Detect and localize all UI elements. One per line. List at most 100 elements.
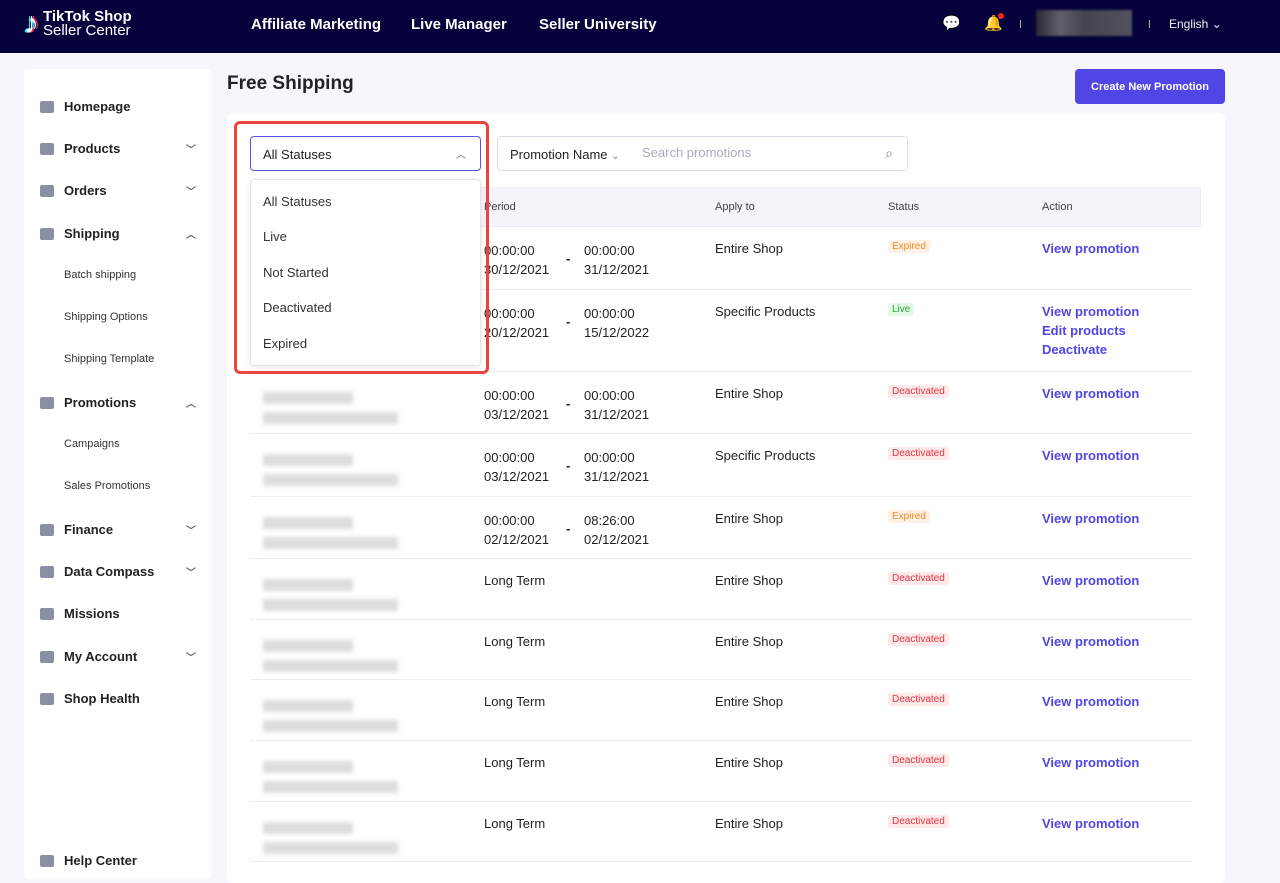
logo-line1: TikTok Shop: [43, 8, 132, 25]
period: Long Term: [484, 816, 546, 831]
search-icon[interactable]: ⌕: [885, 145, 893, 161]
table-row: 00:00:00 03/12/2021-00:00:00 31/12/2021 Spe…: [250, 434, 1192, 497]
view-promotion-link[interactable]: View promotion: [1042, 386, 1140, 401]
deactivate-link[interactable]: Deactivate: [1042, 342, 1108, 357]
end-date: 02/12/2021: [584, 532, 650, 547]
bell-icon[interactable]: 🔔: [984, 15, 1003, 32]
trophy-icon: [40, 692, 54, 705]
chat-icon[interactable]: 💬: [942, 15, 961, 32]
sidebar-item-label: Shipping: [64, 226, 120, 241]
edit-products-link[interactable]: Edit products: [1042, 323, 1126, 338]
sidebar-subitem-batch-shipping[interactable]: Batch shipping: [64, 269, 137, 281]
sidebar-item-label: Data Compass: [64, 564, 155, 579]
view-promotion-link[interactable]: View promotion: [1042, 694, 1140, 709]
end-date: 15/12/2022: [584, 325, 650, 340]
sidebar-item-orders[interactable]: Orders ﹀: [40, 183, 196, 198]
start-time: 00:00:00: [484, 306, 535, 321]
sidebar-item-help-center[interactable]: Help Center: [40, 853, 196, 868]
sidebar-item-promotions[interactable]: Promotions ︿: [40, 395, 196, 410]
sidebar-item-missions[interactable]: Missions: [40, 606, 196, 621]
account-name-blurred[interactable]: [1036, 10, 1132, 36]
status-badge: Expired: [888, 240, 930, 253]
period-end: 00:00:00 31/12/2021: [584, 241, 649, 279]
status-filter-select[interactable]: All Statuses ︿: [250, 136, 481, 171]
end-date: 31/12/2021: [584, 262, 650, 277]
sidebar-subitem-sales-promotions[interactable]: Sales Promotions: [64, 480, 151, 492]
sidebar-item-shipping[interactable]: Shipping ︿: [40, 226, 196, 241]
sidebar-item-finance[interactable]: Finance ﹀: [40, 522, 196, 537]
apply-to: Entire Shop: [715, 816, 783, 831]
period-start: 00:00:00 30/12/2021: [484, 241, 549, 279]
page-title: Free Shipping: [227, 73, 354, 94]
status-badge: Live: [888, 303, 915, 316]
chevron-up-icon: ︿: [456, 150, 466, 161]
blurred-promotion-id: [263, 537, 398, 549]
header-apply-to: Apply to: [715, 201, 755, 213]
chevron-down-icon: ﹀: [186, 145, 196, 156]
status-option-all[interactable]: All Statuses: [263, 194, 332, 209]
period-dash: -: [566, 521, 571, 536]
apply-to: Entire Shop: [715, 755, 783, 770]
sidebar-item-homepage[interactable]: Homepage: [40, 99, 196, 114]
card-icon: [40, 523, 54, 536]
sidebar-item-my-account[interactable]: My Account ﹀: [40, 649, 196, 664]
blurred-promotion-name: [263, 640, 353, 652]
actions: View promotion: [1042, 241, 1139, 260]
status-option-live[interactable]: Live: [263, 229, 287, 244]
view-promotion-link[interactable]: View promotion: [1042, 573, 1140, 588]
divider: [1149, 20, 1150, 28]
status-option-not-started[interactable]: Not Started: [263, 265, 329, 280]
blurred-promotion-id: [263, 412, 398, 424]
table-row: 00:00:00 02/12/2021-08:26:00 02/12/2021 Ent…: [250, 497, 1192, 559]
home-icon: [40, 100, 54, 113]
sidebar-item-shop-health[interactable]: Shop Health: [40, 691, 196, 706]
nav-affiliate-marketing[interactable]: Affiliate Marketing: [251, 16, 382, 33]
apply-to: Entire Shop: [715, 694, 783, 709]
status-option-deactivated[interactable]: Deactivated: [263, 300, 332, 315]
sidebar-item-label: Missions: [64, 606, 120, 621]
search-field-selector[interactable]: Promotion Name ⌄: [510, 147, 620, 162]
view-promotion-link[interactable]: View promotion: [1042, 448, 1140, 463]
view-promotion-link[interactable]: View promotion: [1042, 241, 1140, 256]
blurred-promotion-name: [263, 822, 353, 834]
view-promotion-link[interactable]: View promotion: [1042, 816, 1140, 831]
sidebar-subitem-shipping-template[interactable]: Shipping Template: [64, 353, 155, 365]
medal-icon: [40, 607, 54, 620]
nav-seller-university[interactable]: Seller University: [539, 16, 657, 33]
sidebar-item-label: Orders: [64, 183, 107, 198]
blurred-promotion-id: [263, 660, 398, 672]
chevron-down-icon: ﹀: [186, 653, 196, 664]
chevron-down-icon: ﹀: [186, 187, 196, 198]
end-time: 00:00:00: [584, 450, 635, 465]
apply-to: Entire Shop: [715, 511, 783, 526]
status-badge: Deactivated: [888, 447, 949, 460]
table-row: 00:00:00 03/12/2021-00:00:00 31/12/2021 Ent…: [250, 372, 1192, 434]
sidebar-subitem-shipping-options[interactable]: Shipping Options: [64, 311, 148, 323]
truck-icon: [40, 227, 54, 240]
view-promotion-link[interactable]: View promotion: [1042, 304, 1140, 319]
period-end: 00:00:00 15/12/2022: [584, 304, 649, 342]
nav-live-manager[interactable]: Live Manager: [411, 16, 507, 33]
sidebar-subitem-campaigns[interactable]: Campaigns: [64, 438, 120, 450]
start-date: 03/12/2021: [484, 469, 550, 484]
sidebar-item-label: Homepage: [64, 99, 131, 114]
blurred-promotion-id: [263, 781, 398, 793]
sidebar-item-data-compass[interactable]: Data Compass ﹀: [40, 564, 196, 579]
view-promotion-link[interactable]: View promotion: [1042, 755, 1140, 770]
blurred-promotion-id: [263, 842, 398, 854]
apply-to: Specific Products: [715, 448, 816, 463]
sidebar-item-products[interactable]: Products ﹀: [40, 141, 196, 156]
period: Long Term: [484, 694, 546, 709]
view-promotion-link[interactable]: View promotion: [1042, 511, 1140, 526]
table-row: Long Term Entire Shop Deactivated View prom…: [250, 559, 1192, 620]
language-selector[interactable]: English ⌄: [1169, 17, 1222, 31]
search-input[interactable]: [642, 145, 862, 160]
view-promotion-link[interactable]: View promotion: [1042, 634, 1140, 649]
create-new-promotion-button[interactable]: Create New Promotion: [1075, 69, 1225, 104]
blurred-promotion-id: [263, 720, 398, 732]
period-end: 00:00:00 31/12/2021: [584, 448, 649, 486]
tiktok-note-icon: ♪: [24, 7, 39, 40]
start-date: 03/12/2021: [484, 407, 550, 422]
tiktok-shop-logo[interactable]: ♪ TikTok Shop Seller Center: [24, 9, 132, 39]
status-option-expired[interactable]: Expired: [263, 336, 308, 351]
